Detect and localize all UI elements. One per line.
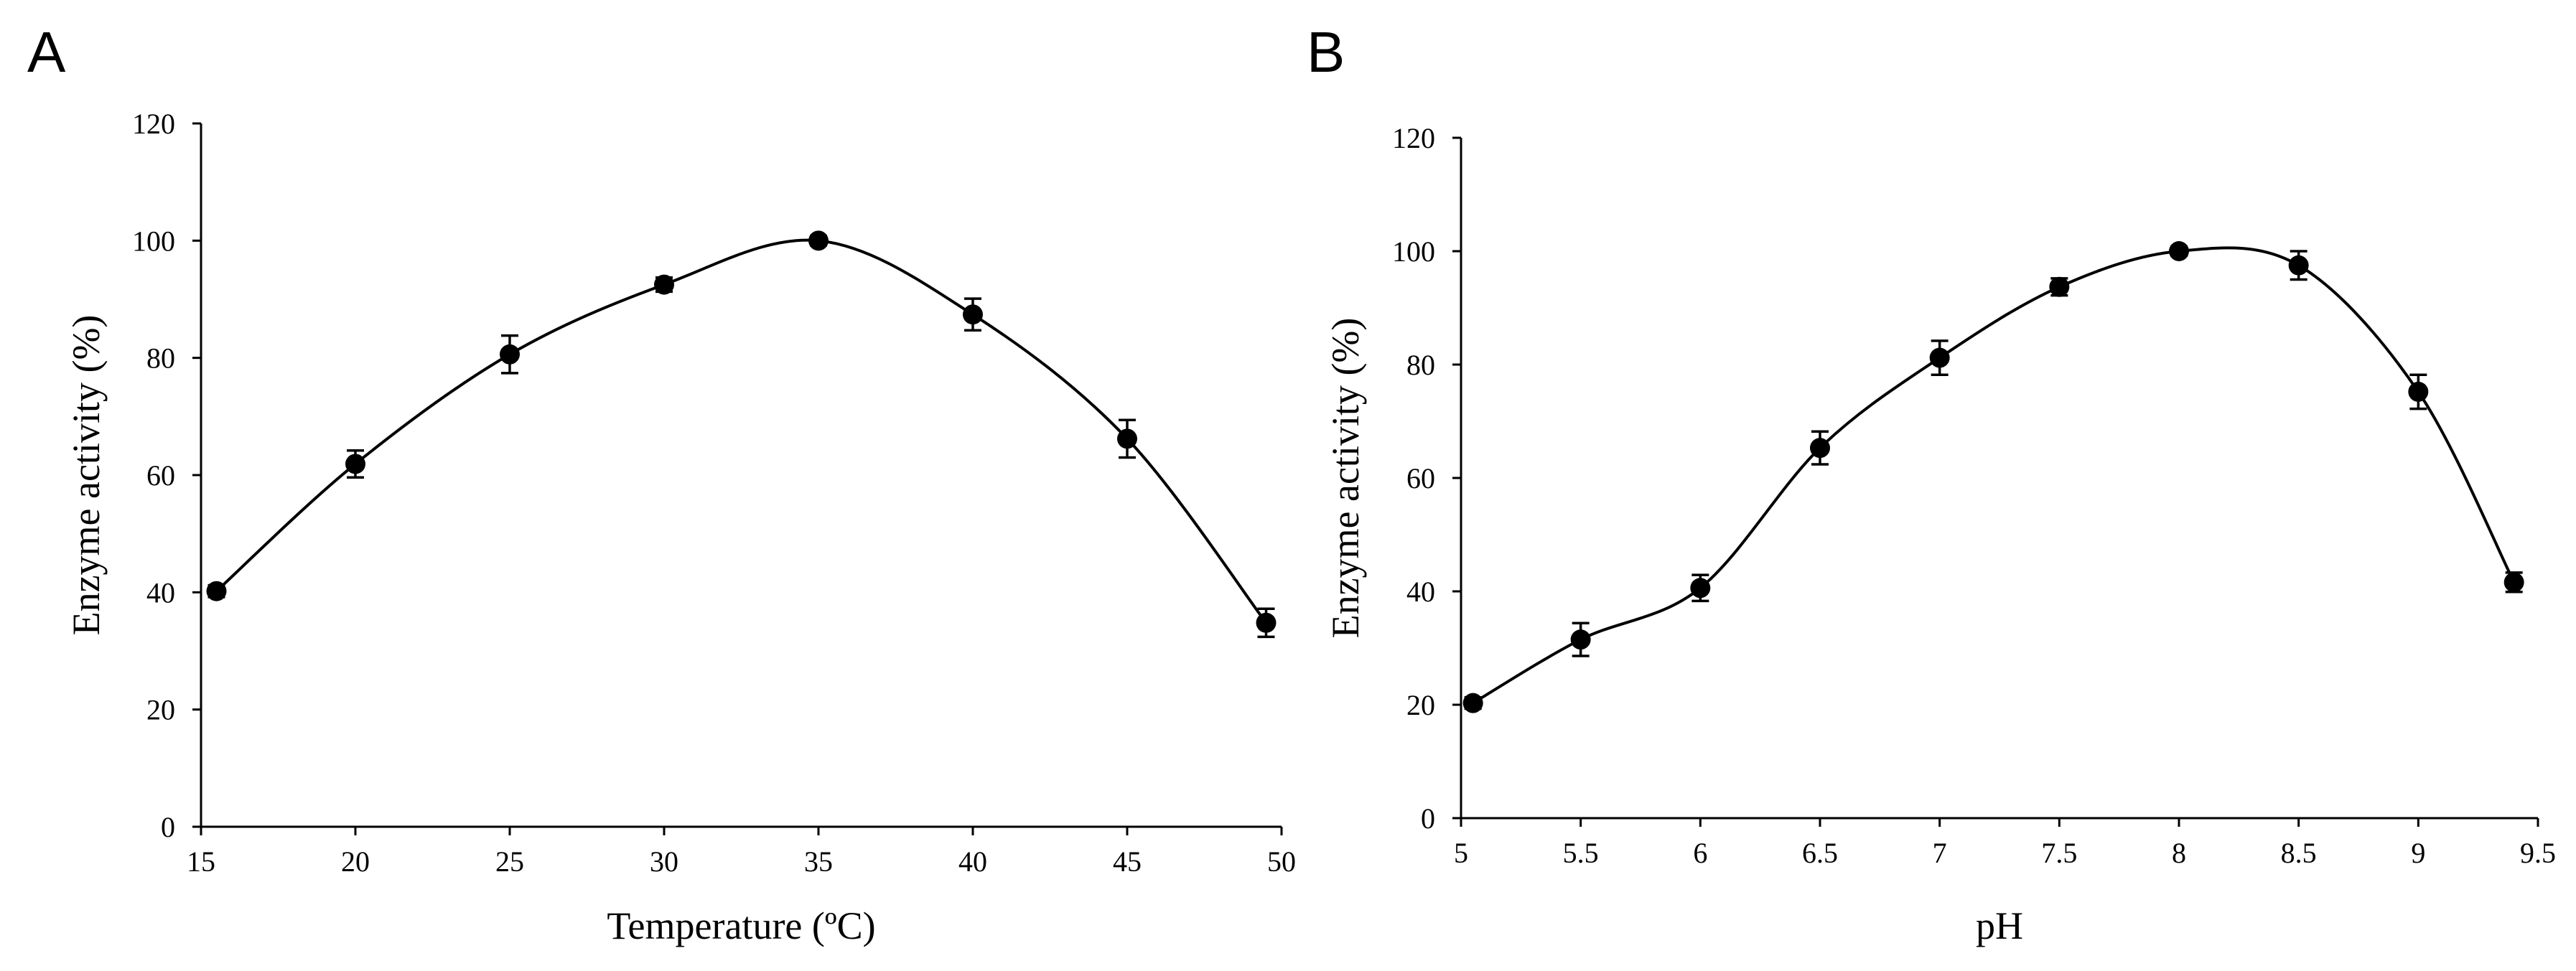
y-tick-label: 80 bbox=[1406, 349, 1435, 381]
data-point bbox=[808, 230, 829, 251]
series-curve bbox=[1472, 246, 2516, 705]
series-curve bbox=[215, 238, 1268, 624]
data-point bbox=[1462, 693, 1483, 713]
y-tick-label: 40 bbox=[1406, 576, 1435, 608]
data-point bbox=[2049, 276, 2070, 297]
x-tick-label: 45 bbox=[1113, 845, 1142, 878]
x-tick-label: 7 bbox=[1933, 837, 1947, 869]
y-tick-label: 0 bbox=[1421, 802, 1435, 835]
x-tick-label: 5 bbox=[1454, 837, 1468, 869]
x-tick-label: 20 bbox=[341, 845, 370, 878]
y-tick-label: 60 bbox=[1406, 462, 1435, 494]
y-axis-title: Enzyme activity (%) bbox=[65, 315, 108, 636]
panel-letter-a: A bbox=[27, 20, 66, 84]
data-point bbox=[2408, 381, 2429, 402]
y-tick-label: 20 bbox=[146, 694, 175, 726]
x-axis-title: pH bbox=[1976, 904, 2023, 947]
y-tick-label: 20 bbox=[1406, 689, 1435, 721]
y-axis-title: Enzyme activity (%) bbox=[1324, 318, 1367, 639]
x-tick-label: 8 bbox=[2172, 837, 2186, 869]
y-tick-label: 40 bbox=[146, 576, 175, 609]
y-tick-label: 120 bbox=[132, 108, 175, 140]
chart-ph: 0 20 40 60 80 100 120 5 5.5 6 6.5 7 7.5 8 8.5 9 9.5 pH Enz… bbox=[1324, 122, 2556, 947]
x-tick-label: 6 bbox=[1693, 837, 1707, 869]
x-tick-label: 6.5 bbox=[1802, 837, 1838, 869]
data-point bbox=[1690, 578, 1711, 599]
x-tick-label: 5.5 bbox=[1563, 837, 1599, 869]
data-point bbox=[1117, 428, 1137, 449]
data-point bbox=[2503, 572, 2524, 593]
y-tick-label: 60 bbox=[146, 459, 175, 492]
x-tick-label: 7.5 bbox=[2041, 837, 2077, 869]
data-point bbox=[2169, 241, 2189, 261]
data-point bbox=[2288, 255, 2309, 276]
y-tick-label: 120 bbox=[1392, 122, 1435, 154]
x-tick-label: 15 bbox=[187, 845, 215, 878]
x-tick-label: 50 bbox=[1267, 845, 1296, 878]
x-tick-label: 40 bbox=[958, 845, 987, 878]
y-tick-label: 100 bbox=[1392, 235, 1435, 268]
data-point bbox=[1929, 347, 1950, 368]
data-point bbox=[206, 581, 227, 601]
data-point bbox=[1256, 612, 1277, 633]
chart-temperature: 0 20 40 60 80 100 120 15 20 25 30 35 40 45 50 Temperatu… bbox=[65, 108, 1296, 947]
x-tick-label: 35 bbox=[804, 845, 833, 878]
x-tick-label: 25 bbox=[495, 845, 524, 878]
x-tick-label: 9 bbox=[2411, 837, 2425, 869]
y-tick-label: 0 bbox=[161, 811, 175, 843]
y-tick-label: 80 bbox=[146, 342, 175, 375]
x-tick-label: 9.5 bbox=[2520, 837, 2556, 869]
data-point bbox=[1570, 629, 1591, 650]
data-point bbox=[500, 344, 520, 365]
data-point bbox=[1810, 438, 1830, 459]
x-axis-title: Temperature (ºC) bbox=[607, 904, 875, 947]
x-tick-label: 30 bbox=[650, 845, 678, 878]
y-tick-label: 100 bbox=[132, 225, 175, 257]
panel-letter-b: B bbox=[1307, 20, 1345, 84]
data-point bbox=[654, 274, 674, 295]
data-point bbox=[963, 304, 983, 325]
x-tick-label: 8.5 bbox=[2281, 837, 2317, 869]
data-point bbox=[345, 454, 365, 474]
